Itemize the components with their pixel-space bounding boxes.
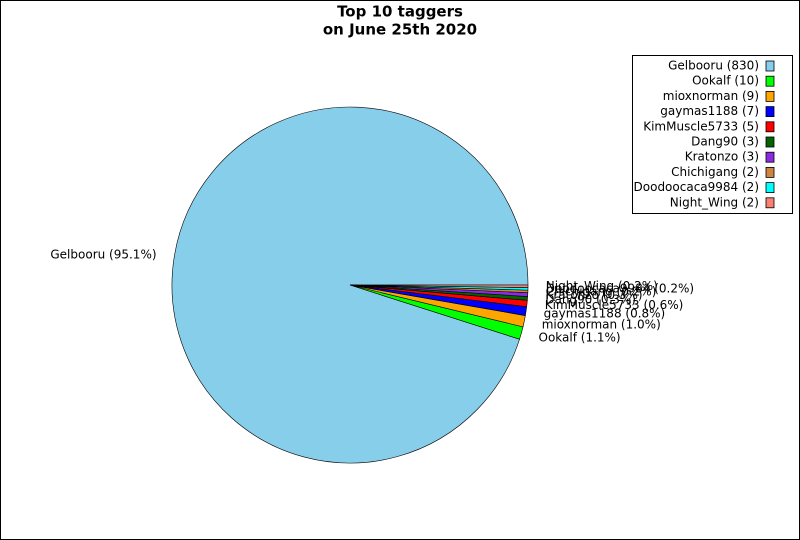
legend-label: Kratonzo (3) [685, 150, 759, 164]
legend-swatch [765, 75, 775, 87]
chart-title: on June 25th 2020 [323, 21, 477, 39]
legend-swatch [765, 136, 775, 148]
legend-label: Night_Wing (2) [670, 195, 759, 209]
slice-label: KimMuscle5733 (0.6%) [545, 298, 684, 312]
legend-swatch [765, 166, 775, 178]
slice-label: mioxnorman (1.0%) [542, 317, 661, 331]
legend-label: Dang90 (3) [691, 135, 759, 149]
chart-title: Top 10 taggers [337, 3, 463, 21]
slice-label: gaymas1188 (0.8%) [544, 306, 666, 320]
legend-label: Gelbooru (830) [668, 59, 759, 73]
legend-swatch [765, 197, 775, 209]
slice-label: Dang90 (0.3%) [545, 292, 636, 306]
slice-label: Kratonzo (0.3%) [546, 288, 643, 302]
legend-label: Chichigang (2) [671, 165, 759, 179]
slice-label: Gelbooru (95.1%) [50, 247, 156, 261]
slice-label: Doodoocaca9984 (0.2%) [546, 282, 694, 296]
legend-swatch [765, 121, 775, 133]
legend-swatch [765, 106, 775, 117]
legend-label: gaymas1188 (7) [660, 104, 759, 118]
legend-swatch [765, 151, 775, 163]
legend-label: KimMuscle5733 (5) [643, 119, 759, 133]
legend-swatch [765, 91, 775, 102]
legend-label: Doodoocaca9984 (2) [634, 180, 759, 194]
slice-label: Chichigang (0.2%) [546, 285, 657, 299]
legend-label: Ookalf (10) [692, 74, 759, 88]
slice-label: Night_Wing (0.2%) [546, 279, 658, 293]
slice-label: Ookalf (1.1%) [539, 330, 621, 344]
legend-swatch [765, 60, 775, 72]
pie-slice [349, 284, 529, 288]
legend-swatch [765, 182, 775, 194]
legend-label: mioxnorman (9) [663, 89, 759, 103]
